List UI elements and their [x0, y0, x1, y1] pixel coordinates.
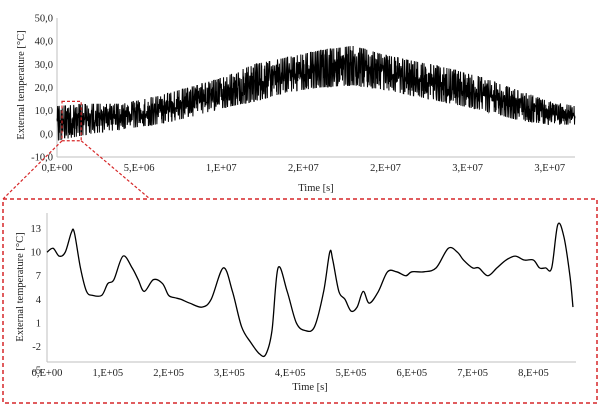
bottom-x-axis-title: Time [s]	[292, 382, 328, 393]
bottom-y-tick-labels: -5 -2 1 4 7 10 13	[31, 224, 42, 376]
top-x-tick-label: 3,E+07	[452, 163, 483, 174]
top-x-tick-label: 5,E+06	[124, 163, 155, 174]
bottom-chart: -5 -2 1 4 7 10 13 0,E+00 1,E+05 2,E+05 3,E+05 4,E+…	[15, 213, 576, 393]
bottom-y-tick-label: 1	[36, 318, 41, 329]
bottom-y-tick-label: 10	[31, 248, 42, 259]
bottom-x-tick-label: 2,E+05	[153, 368, 184, 379]
zoom-panel-frame	[2, 198, 598, 404]
bottom-y-tick-label: 4	[36, 295, 42, 306]
bottom-y-tick-label: 13	[31, 224, 42, 235]
zoom-connector-right	[80, 140, 151, 200]
top-y-tick-label: 40,0	[35, 37, 53, 48]
top-x-tick-label: 1,E+07	[206, 163, 237, 174]
bottom-y-tick-label: -2	[32, 342, 41, 353]
bottom-x-tick-label: 7,E+05	[457, 368, 488, 379]
bottom-x-tick-label: 8,E+05	[518, 368, 549, 379]
bottom-x-tick-label: 5,E+05	[336, 368, 367, 379]
top-y-tick-label: 20,0	[35, 83, 53, 94]
top-y-tick-label: 0,0	[40, 129, 53, 140]
top-x-tick-label: 0,E+00	[42, 163, 73, 174]
bottom-y-tick-label: 7	[36, 271, 41, 282]
top-series	[56, 46, 576, 141]
bottom-x-tick-label: 1,E+05	[92, 368, 123, 379]
top-y-tick-label: 30,0	[35, 60, 53, 71]
bottom-x-tick-label: 0,E+00	[32, 368, 63, 379]
bottom-x-tick-labels: 0,E+00 1,E+05 2,E+05 3,E+05 4,E+05 5,E+05 6,E+…	[32, 368, 549, 379]
bottom-x-tick-label: 3,E+05	[214, 368, 245, 379]
top-x-tick-labels: 0,E+00 5,E+06 1,E+07 2,E+07 2,E+07 3,E+07 3,E+…	[42, 163, 565, 174]
bottom-series-line	[46, 222, 574, 358]
bottom-y-tick-label: -5	[32, 365, 41, 376]
zoom-connector-left	[2, 140, 63, 200]
top-y-tick-label: 50,0	[35, 14, 53, 25]
top-x-tick-label: 3,E+07	[534, 163, 565, 174]
top-x-tick-label: 2,E+07	[288, 163, 319, 174]
top-x-axis-title: Time [s]	[298, 183, 334, 194]
bottom-y-axis-title: External temperature [°C]	[15, 232, 26, 341]
bottom-x-tick-label: 4,E+05	[275, 368, 306, 379]
zoom-box	[61, 100, 82, 142]
top-y-tick-label: -10,0	[31, 153, 53, 164]
top-chart: -10,0 0,0 10,0 20,0 30,0 40,0 50,0 0,E+00 5,E+0…	[16, 14, 576, 194]
top-series-line	[56, 46, 576, 141]
top-y-axis-title: External temperature [°C]	[16, 30, 27, 139]
top-y-tick-labels: -10,0 0,0 10,0 20,0 30,0 40,0 50,0	[31, 14, 53, 164]
bottom-x-tick-label: 6,E+05	[396, 368, 427, 379]
top-x-tick-label: 2,E+07	[370, 163, 401, 174]
top-y-tick-label: 10,0	[35, 106, 53, 117]
